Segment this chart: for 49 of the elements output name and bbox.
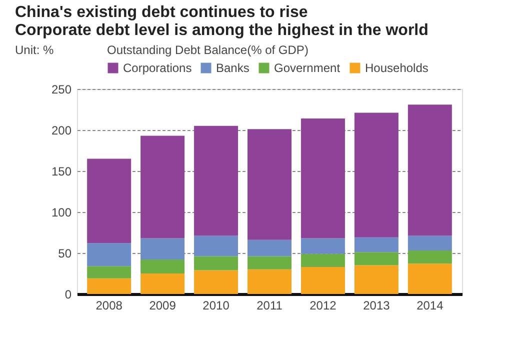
x-tick-label: 2012 bbox=[310, 298, 337, 312]
bar bbox=[194, 126, 238, 236]
x-tick-label: 2014 bbox=[416, 298, 444, 312]
bar bbox=[248, 256, 292, 270]
bar bbox=[300, 118, 345, 238]
text: Corporate debt level is among the highest in the world bbox=[15, 22, 428, 39]
bar bbox=[300, 238, 345, 254]
legend-label: Corporations bbox=[123, 61, 192, 75]
legend-label: Banks bbox=[216, 61, 250, 75]
bar bbox=[140, 238, 185, 260]
bar bbox=[87, 243, 132, 266]
legend-title: Outstanding Debt Balance(% of GDP) bbox=[107, 43, 308, 57]
y-tick-label: 100 bbox=[51, 206, 72, 220]
bar bbox=[87, 278, 132, 294]
bar bbox=[408, 250, 452, 264]
legend-label: Government bbox=[274, 61, 341, 75]
bar bbox=[354, 265, 398, 294]
y-tick-label: 50 bbox=[58, 246, 72, 260]
bar bbox=[408, 104, 452, 236]
x-tick-label: 2010 bbox=[202, 298, 230, 312]
bar bbox=[87, 158, 132, 244]
bar bbox=[300, 254, 345, 267]
bar bbox=[248, 240, 292, 256]
bar bbox=[87, 266, 132, 278]
bar bbox=[194, 256, 238, 270]
bar bbox=[140, 136, 185, 238]
bar bbox=[140, 260, 185, 274]
bar bbox=[354, 112, 398, 238]
x-tick-label: 2011 bbox=[256, 298, 283, 312]
bar bbox=[194, 236, 238, 256]
x-tick-label: 2008 bbox=[96, 298, 123, 312]
text: China's existing debt continues to rise bbox=[15, 4, 308, 21]
x-tick-label: 2009 bbox=[149, 298, 176, 312]
bar bbox=[248, 269, 292, 294]
y-tick-label: 0 bbox=[64, 288, 72, 302]
x-tick-label: 2013 bbox=[363, 298, 390, 312]
bar bbox=[248, 129, 292, 240]
text: Unit: % bbox=[15, 43, 54, 57]
y-tick-label: 250 bbox=[51, 82, 72, 96]
bar bbox=[300, 266, 345, 294]
bar bbox=[354, 237, 398, 252]
bar bbox=[408, 236, 452, 251]
legend-label: Households bbox=[365, 61, 428, 75]
bar bbox=[194, 270, 238, 294]
bar bbox=[408, 264, 452, 294]
y-tick-label: 200 bbox=[51, 124, 72, 138]
bar bbox=[140, 274, 185, 294]
bar bbox=[354, 252, 398, 266]
y-tick-label: 150 bbox=[51, 164, 72, 178]
